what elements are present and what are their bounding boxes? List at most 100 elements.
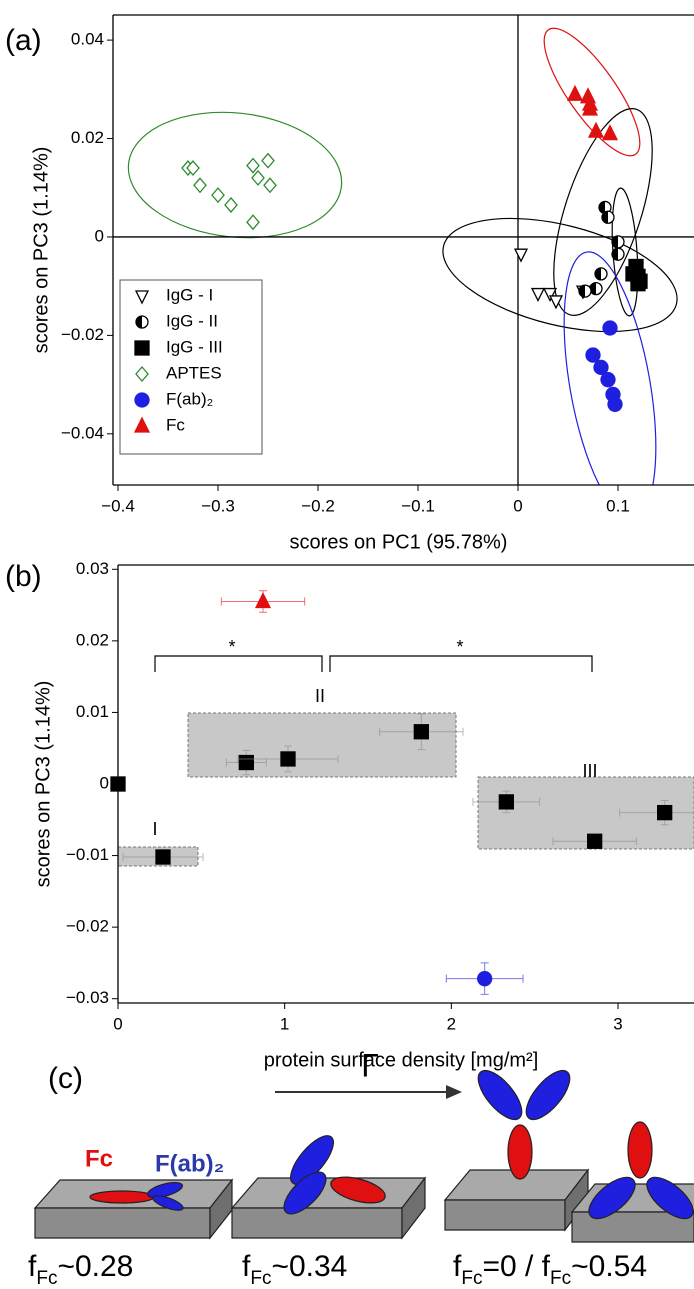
- marker: [263, 177, 277, 194]
- fraction-label: fFc~0.28: [28, 1250, 133, 1289]
- fab-fragment: [146, 1181, 184, 1199]
- ellipse-igg-ii: [553, 108, 653, 316]
- marker: [581, 99, 599, 116]
- marker: [589, 281, 603, 296]
- arrow-head: [446, 1085, 462, 1099]
- x-tick-label: −0.4: [101, 496, 135, 515]
- x-tick-label: −0.1: [401, 496, 435, 515]
- annotation: *: [456, 637, 463, 657]
- marker: [657, 804, 673, 821]
- marker: [611, 247, 625, 261]
- marker: [611, 235, 625, 249]
- marker: [498, 794, 514, 810]
- marker: [261, 152, 275, 169]
- subscript: Fc: [550, 1268, 571, 1289]
- marker: [413, 724, 429, 740]
- group-box: [187, 712, 457, 778]
- ellipse-fab: [563, 251, 657, 485]
- marker: [254, 592, 272, 609]
- legend-label: IgG - I: [166, 285, 213, 304]
- x-axis-title: scores on PC1 (95.78%): [290, 531, 508, 553]
- subscript: Fc: [250, 1268, 271, 1289]
- marker: [607, 396, 623, 412]
- y-axis-title: scores on PC3 (1.14%): [30, 147, 52, 354]
- marker: [602, 320, 618, 336]
- x-tick-label: 3: [613, 1014, 622, 1033]
- marker: [600, 372, 616, 388]
- marker: [211, 187, 225, 204]
- marker: [587, 121, 605, 138]
- fab-fragment: [283, 1171, 327, 1215]
- fab-fragment: [152, 1195, 184, 1211]
- fc-fragment: [627, 1121, 653, 1179]
- fc-label: Fc: [85, 1145, 113, 1172]
- marker: [548, 295, 564, 310]
- label-part: f: [453, 1250, 462, 1283]
- slab: [33, 1178, 234, 1240]
- subscript: Fc: [36, 1268, 57, 1289]
- y-tick-label: −0.03: [66, 988, 109, 1007]
- legend-label: APTES: [166, 363, 222, 382]
- y-axis-title: scores on PC3 (1.14%): [32, 681, 54, 888]
- marker: [593, 359, 609, 376]
- fc-fragment: [89, 1190, 155, 1204]
- label-part: f: [242, 1250, 251, 1283]
- marker: [513, 248, 529, 263]
- legend-label: F(ab)₂: [166, 389, 213, 408]
- bracket: [154, 655, 323, 672]
- marker: [578, 284, 592, 298]
- fc-fragment: [507, 1124, 533, 1180]
- fab-fragment: [588, 1176, 636, 1220]
- fab-label: F(ab)₂: [155, 1150, 224, 1177]
- marker: [587, 833, 603, 849]
- y-tick-label: 0.02: [76, 630, 109, 649]
- fraction-label: fFc=0 / fFc~0.54: [453, 1250, 647, 1289]
- marker: [246, 157, 260, 174]
- panel-label: (a): [5, 24, 42, 57]
- x-tick-label: 2: [447, 1014, 456, 1033]
- subscript: Fc: [461, 1268, 482, 1289]
- marker: [280, 751, 296, 767]
- y-tick-label: 0: [100, 773, 109, 792]
- marker: [530, 287, 546, 303]
- legend-label: IgG - III: [166, 337, 223, 356]
- ellipse-aptes: [127, 111, 343, 239]
- slab: [230, 1176, 427, 1240]
- marker: [566, 84, 584, 101]
- legend-marker: [134, 340, 150, 356]
- x-tick-label: −0.3: [201, 496, 235, 515]
- annotation: II: [315, 686, 325, 706]
- legend-label: IgG - II: [166, 311, 218, 330]
- marker: [594, 267, 608, 281]
- legend-marker: [135, 366, 149, 382]
- fc-fragment: [330, 1176, 386, 1204]
- marker: [251, 169, 265, 186]
- x-tick-label: 0.1: [606, 496, 630, 515]
- significance-brackets: [154, 655, 593, 672]
- fab-fragment: [646, 1176, 694, 1220]
- marker: [601, 124, 619, 141]
- y-tick-label: 0.01: [76, 702, 109, 721]
- marker: [155, 849, 171, 865]
- label-part: f: [28, 1250, 37, 1283]
- ellipse-igg-i: [442, 217, 678, 333]
- fab-fragment: [525, 1069, 571, 1121]
- y-tick-label: −0.04: [61, 423, 104, 442]
- x-tick-label: 1: [280, 1014, 289, 1033]
- fab-fragment: [477, 1069, 523, 1121]
- label-part: ~0.54: [571, 1250, 647, 1283]
- slab: [443, 1168, 590, 1232]
- ellipse-fc: [543, 27, 641, 157]
- x-tick-label: −0.2: [301, 496, 335, 515]
- y-tick-label: −0.01: [66, 845, 109, 864]
- legend-marker: [135, 315, 149, 329]
- marker: [193, 177, 207, 194]
- legend-marker: [134, 290, 150, 305]
- panel-label: (c): [48, 1062, 83, 1095]
- x-tick-label: 0: [113, 1014, 122, 1033]
- marker: [477, 971, 493, 987]
- arrow-label: Γ: [361, 1047, 379, 1083]
- legend-marker: [134, 392, 150, 408]
- label-part: ~0.28: [57, 1250, 133, 1283]
